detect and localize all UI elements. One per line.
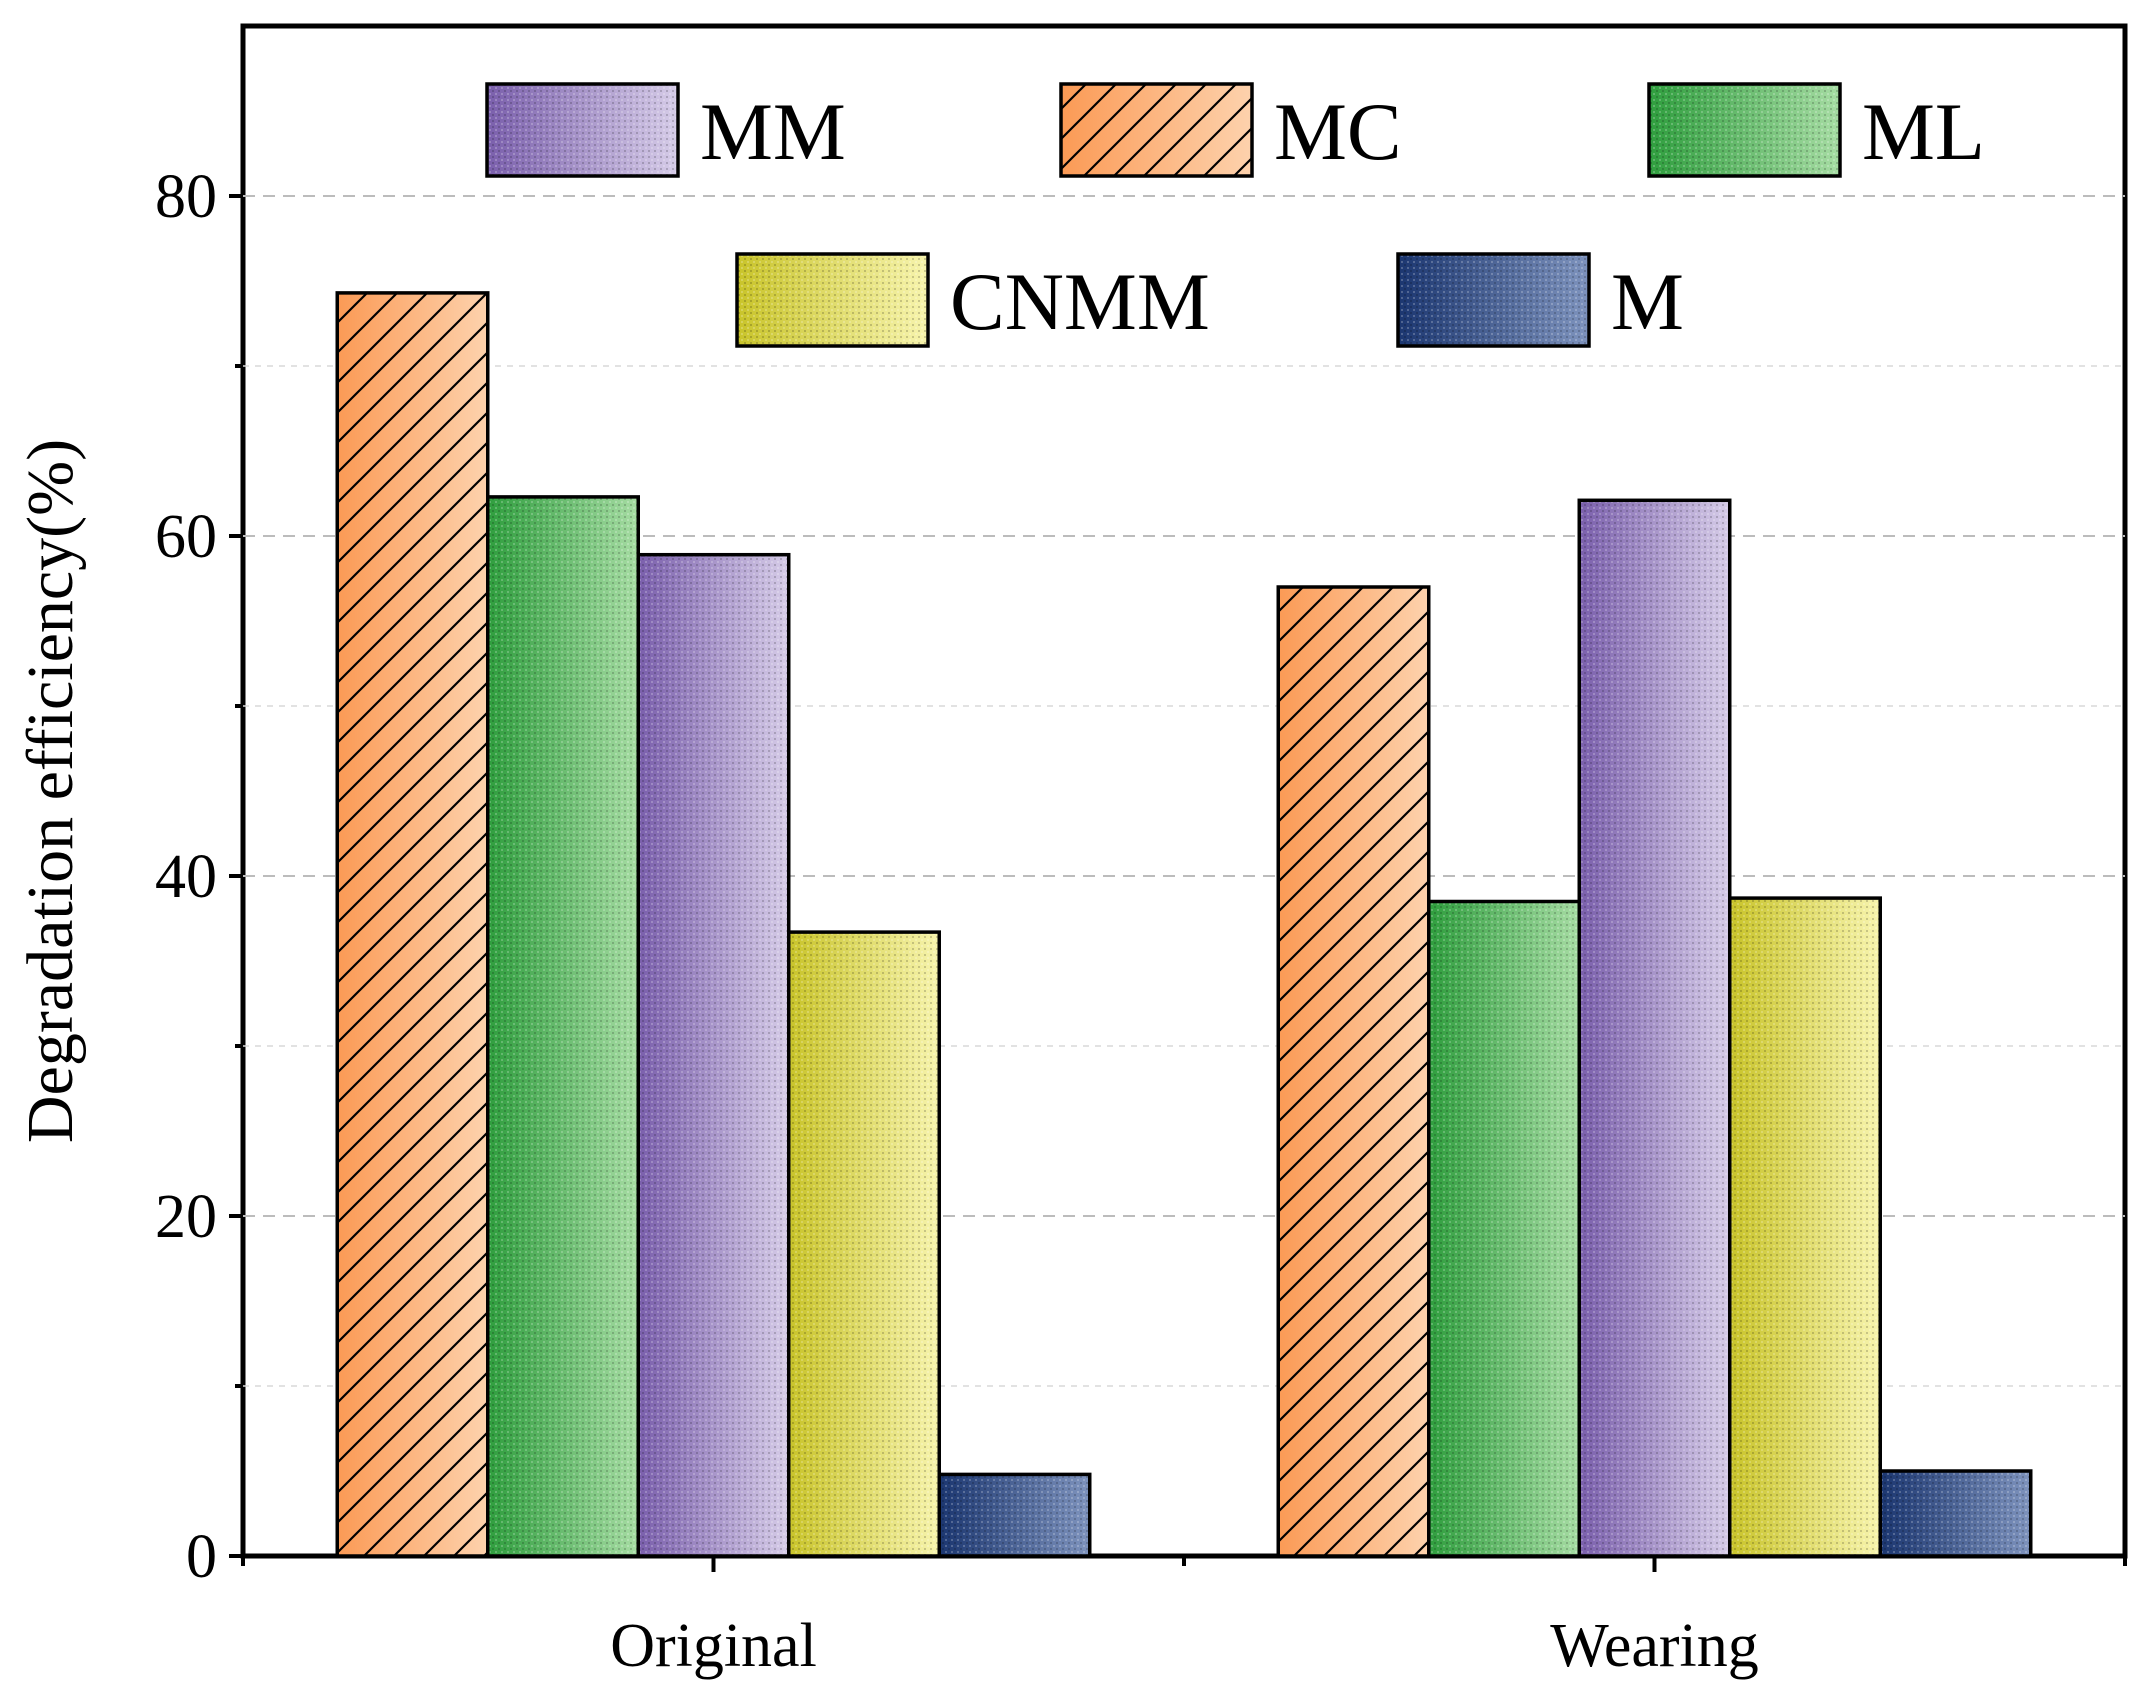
bar-pattern [1880, 1471, 2031, 1556]
legend-swatch-pattern [1649, 84, 1840, 176]
bar-pattern [638, 554, 789, 1556]
bar-mc-wearing [1276, 585, 1431, 1558]
bar-mm-original [636, 552, 791, 1558]
legend-swatch-pattern [1061, 84, 1252, 176]
bar-outline [1878, 1469, 2033, 1558]
bar-cnmm-wearing [1728, 896, 1882, 1558]
axes: 0 20 40 60 80 Original Wearing [155, 163, 2127, 1680]
legend-swatch-outline [485, 82, 680, 178]
bar-mc-original [335, 291, 490, 1558]
legend-swatch-pattern [487, 84, 678, 176]
bar-pattern [1278, 587, 1429, 1556]
legend-item-mm: MM [485, 82, 846, 178]
bar-outline [1728, 896, 1882, 1558]
legend-swatch-outline [735, 252, 930, 348]
bar-cnmm-original [787, 930, 941, 1558]
bar-outline [787, 930, 941, 1558]
bar-pattern [1428, 901, 1580, 1556]
legend-item-mc: MC [1059, 82, 1402, 178]
legend-label: ML [1862, 86, 1985, 177]
bar-ml-original [486, 495, 640, 1558]
x-tick-label: Wearing [1550, 1612, 1758, 1680]
legend-label: MM [700, 86, 846, 177]
bar-pattern [1579, 500, 1730, 1556]
bar-m-original [937, 1472, 1092, 1558]
legend-swatch-outline [1396, 252, 1591, 348]
bar-m-wearing [1878, 1469, 2033, 1558]
legend-label: MC [1274, 86, 1402, 177]
y-tick-label: 40 [155, 843, 217, 911]
bar-pattern [337, 292, 488, 1556]
legend-swatch-pattern [1398, 254, 1589, 346]
bar-pattern [788, 932, 940, 1556]
legend-item-ml: ML [1647, 82, 1985, 178]
legend-item-m: M [1396, 252, 1684, 348]
bar-pattern [939, 1474, 1090, 1556]
bar-pattern [487, 496, 639, 1556]
bar-ml-wearing [1427, 899, 1581, 1558]
bar-pattern [1729, 898, 1881, 1556]
legend-label: CNMM [950, 256, 1210, 347]
x-tick-label: Original [610, 1612, 817, 1680]
y-axis-title: Degradation efficiency(%) [14, 439, 87, 1143]
legend-label: M [1611, 256, 1684, 347]
y-tick-label: 60 [155, 503, 217, 571]
legend-swatch-pattern [737, 254, 928, 346]
y-tick-label: 20 [155, 1183, 217, 1251]
legend-swatch-outline [1059, 82, 1254, 178]
bar-mm-wearing [1577, 498, 1732, 1558]
legend: MM MC ML CNMM M [485, 82, 1985, 348]
legend-item-cnmm: CNMM [735, 252, 1210, 348]
bar-outline [937, 1472, 1092, 1558]
y-tick-label: 0 [186, 1523, 217, 1591]
bars [335, 291, 2033, 1558]
legend-swatch-outline [1647, 82, 1842, 178]
y-tick-label: 80 [155, 163, 217, 231]
